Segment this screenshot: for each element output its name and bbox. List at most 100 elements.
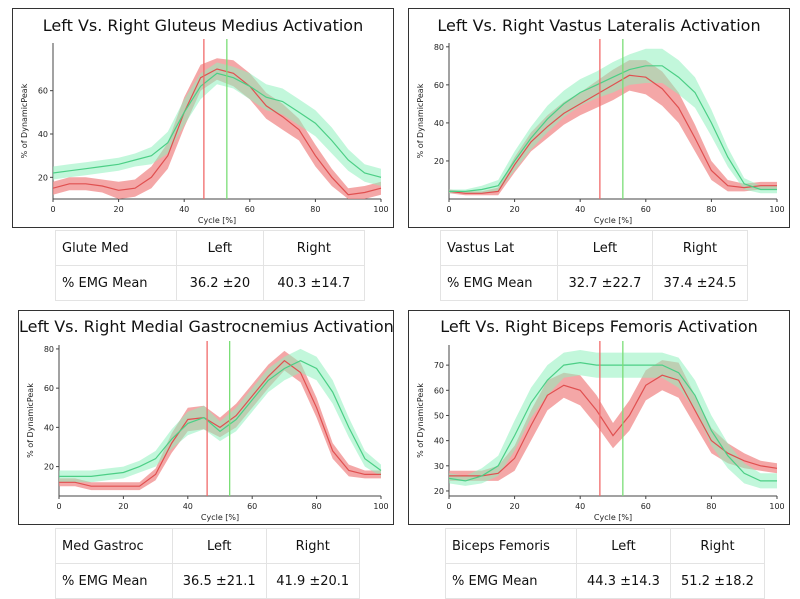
sd-band-right xyxy=(59,348,381,483)
series-line-left xyxy=(59,359,381,487)
y-tick-label: 60 xyxy=(38,87,48,96)
series-line-right xyxy=(52,72,382,178)
x-axis-label: Cycle [%] xyxy=(594,216,632,225)
x-tick-label: 0 xyxy=(446,502,451,511)
x-axis-label: Cycle [%] xyxy=(594,513,632,522)
chart-panel-med-gastroc: Left Vs. Right Medial Gastrocnemius Acti… xyxy=(18,310,394,525)
y-tick-label: 20 xyxy=(44,463,54,472)
muscle-label: Med Gastroc xyxy=(55,528,173,564)
x-tick-label: 100 xyxy=(373,205,388,214)
x-tick-label: 100 xyxy=(769,205,784,214)
left-header: Left xyxy=(176,230,264,266)
chart-vastus-lat: 0 20 40 60 80 100 20 40 60 80 Cycle [%] % of Dynami… xyxy=(416,39,785,225)
chart-glute-med: 0 20 40 60 80 100 20 40 60 Cycle [%] % of DynamicP… xyxy=(20,39,389,225)
x-tick-label: 60 xyxy=(641,205,651,214)
y-tick-label: 80 xyxy=(434,43,444,52)
x-tick-label: 0 xyxy=(56,502,61,511)
chart-title: Left Vs. Right Vastus Lateralis Activati… xyxy=(437,16,761,35)
x-tick-label: 40 xyxy=(575,205,585,214)
sd-band-left xyxy=(53,58,381,200)
y-tick-label: 70 xyxy=(434,361,444,370)
x-tick-label: 80 xyxy=(706,205,716,214)
y-tick-label: 40 xyxy=(434,437,444,446)
series-line-right xyxy=(59,360,382,477)
sd-band-right xyxy=(449,350,777,489)
chart-title: Left Vs. Right Medial Gastrocnemius Acti… xyxy=(19,317,394,336)
right-value: 41.9 ±20.1 xyxy=(265,563,360,599)
muscle-label: Glute Med xyxy=(55,230,177,266)
y-tick-label: 20 xyxy=(434,487,444,496)
emg-table-biceps-femoris: Biceps Femoris Left Right % EMG Mean 44.… xyxy=(445,528,765,599)
y-tick-label: 40 xyxy=(434,119,444,128)
left-value: 36.2 ±20 xyxy=(176,265,264,301)
y-tick-label: 20 xyxy=(38,173,48,182)
row-label: % EMG Mean xyxy=(440,265,558,301)
y-axis-label: % of DynamicPeak xyxy=(416,383,425,458)
y-tick-label: 60 xyxy=(434,81,444,90)
right-header: Right xyxy=(262,230,366,266)
x-tick-label: 60 xyxy=(245,205,255,214)
x-tick-label: 80 xyxy=(312,502,322,511)
x-tick-label: 40 xyxy=(575,502,585,511)
y-tick-label: 40 xyxy=(38,130,48,139)
x-tick-label: 80 xyxy=(706,502,716,511)
chart-title: Left Vs. Right Gluteus Medius Activation xyxy=(42,16,364,35)
muscle-label: Vastus Lat xyxy=(440,230,558,266)
left-header: Left xyxy=(576,528,671,564)
x-tick-label: 20 xyxy=(114,205,124,214)
muscle-label: Biceps Femoris xyxy=(445,528,577,564)
x-tick-label: 0 xyxy=(50,205,55,214)
emg-table-glute-med: Glute Med Left Right % EMG Mean 36.2 ±20… xyxy=(55,230,366,301)
x-tick-label: 20 xyxy=(510,502,520,511)
sd-band-right xyxy=(449,48,777,194)
chart-panel-biceps-femoris: Left Vs. Right Biceps Femoris Activation… xyxy=(408,310,790,525)
right-value: 37.4 ±24.5 xyxy=(652,265,748,301)
sd-band-right xyxy=(53,62,381,186)
series-line-right xyxy=(449,65,777,192)
row-label: % EMG Mean xyxy=(55,265,177,301)
left-value: 44.3 ±14.3 xyxy=(576,563,671,599)
y-tick-label: 40 xyxy=(44,423,54,432)
y-tick-label: 60 xyxy=(434,386,444,395)
x-tick-label: 80 xyxy=(310,205,320,214)
right-value: 51.2 ±18.2 xyxy=(670,563,765,599)
series-line-left xyxy=(52,68,382,196)
x-tick-label: 40 xyxy=(183,502,193,511)
series-line-right xyxy=(448,361,777,482)
x-tick-label: 40 xyxy=(179,205,189,214)
y-tick-label: 20 xyxy=(434,157,444,166)
chart-panel-glute-med: Left Vs. Right Gluteus Medius Activation… xyxy=(12,8,394,228)
emg-table-vastus-lat: Vastus Lat Left Right % EMG Mean 32.7 ±2… xyxy=(440,230,748,301)
x-tick-label: 0 xyxy=(446,205,451,214)
x-axis-label: Cycle [%] xyxy=(198,216,236,225)
y-axis-label: % of DynamicPeak xyxy=(26,383,35,458)
x-tick-label: 20 xyxy=(510,205,520,214)
right-header: Right xyxy=(670,528,765,564)
left-header: Left xyxy=(172,528,267,564)
x-tick-label: 60 xyxy=(641,502,651,511)
chart-title: Left Vs. Right Biceps Femoris Activation xyxy=(440,317,758,336)
y-tick-label: 50 xyxy=(434,411,444,420)
right-header: Right xyxy=(265,528,360,564)
chart-med-gastroc: 0 20 40 60 80 100 20 40 60 80 Cycle [%] % of Dynami… xyxy=(26,341,389,522)
y-axis-label: % of DynamicPeak xyxy=(416,83,425,158)
sd-band-left xyxy=(59,350,381,491)
x-tick-label: 100 xyxy=(373,502,388,511)
row-label: % EMG Mean xyxy=(55,563,173,599)
y-tick-label: 60 xyxy=(44,384,54,393)
left-value: 32.7 ±22.7 xyxy=(557,265,653,301)
row-label: % EMG Mean xyxy=(445,563,577,599)
series-line-left xyxy=(449,374,778,477)
x-tick-label: 60 xyxy=(247,502,257,511)
y-tick-label: 30 xyxy=(434,462,444,471)
x-tick-label: 20 xyxy=(118,502,128,511)
left-header: Left xyxy=(557,230,653,266)
x-axis-label: Cycle [%] xyxy=(201,513,239,522)
y-axis-label: % of DynamicPeak xyxy=(20,83,29,158)
left-value: 36.5 ±21.1 xyxy=(172,563,267,599)
x-tick-label: 100 xyxy=(769,502,784,511)
series-line-left xyxy=(448,74,777,194)
right-header: Right xyxy=(652,230,748,266)
chart-panel-vastus-lat: Left Vs. Right Vastus Lateralis Activati… xyxy=(408,8,790,228)
